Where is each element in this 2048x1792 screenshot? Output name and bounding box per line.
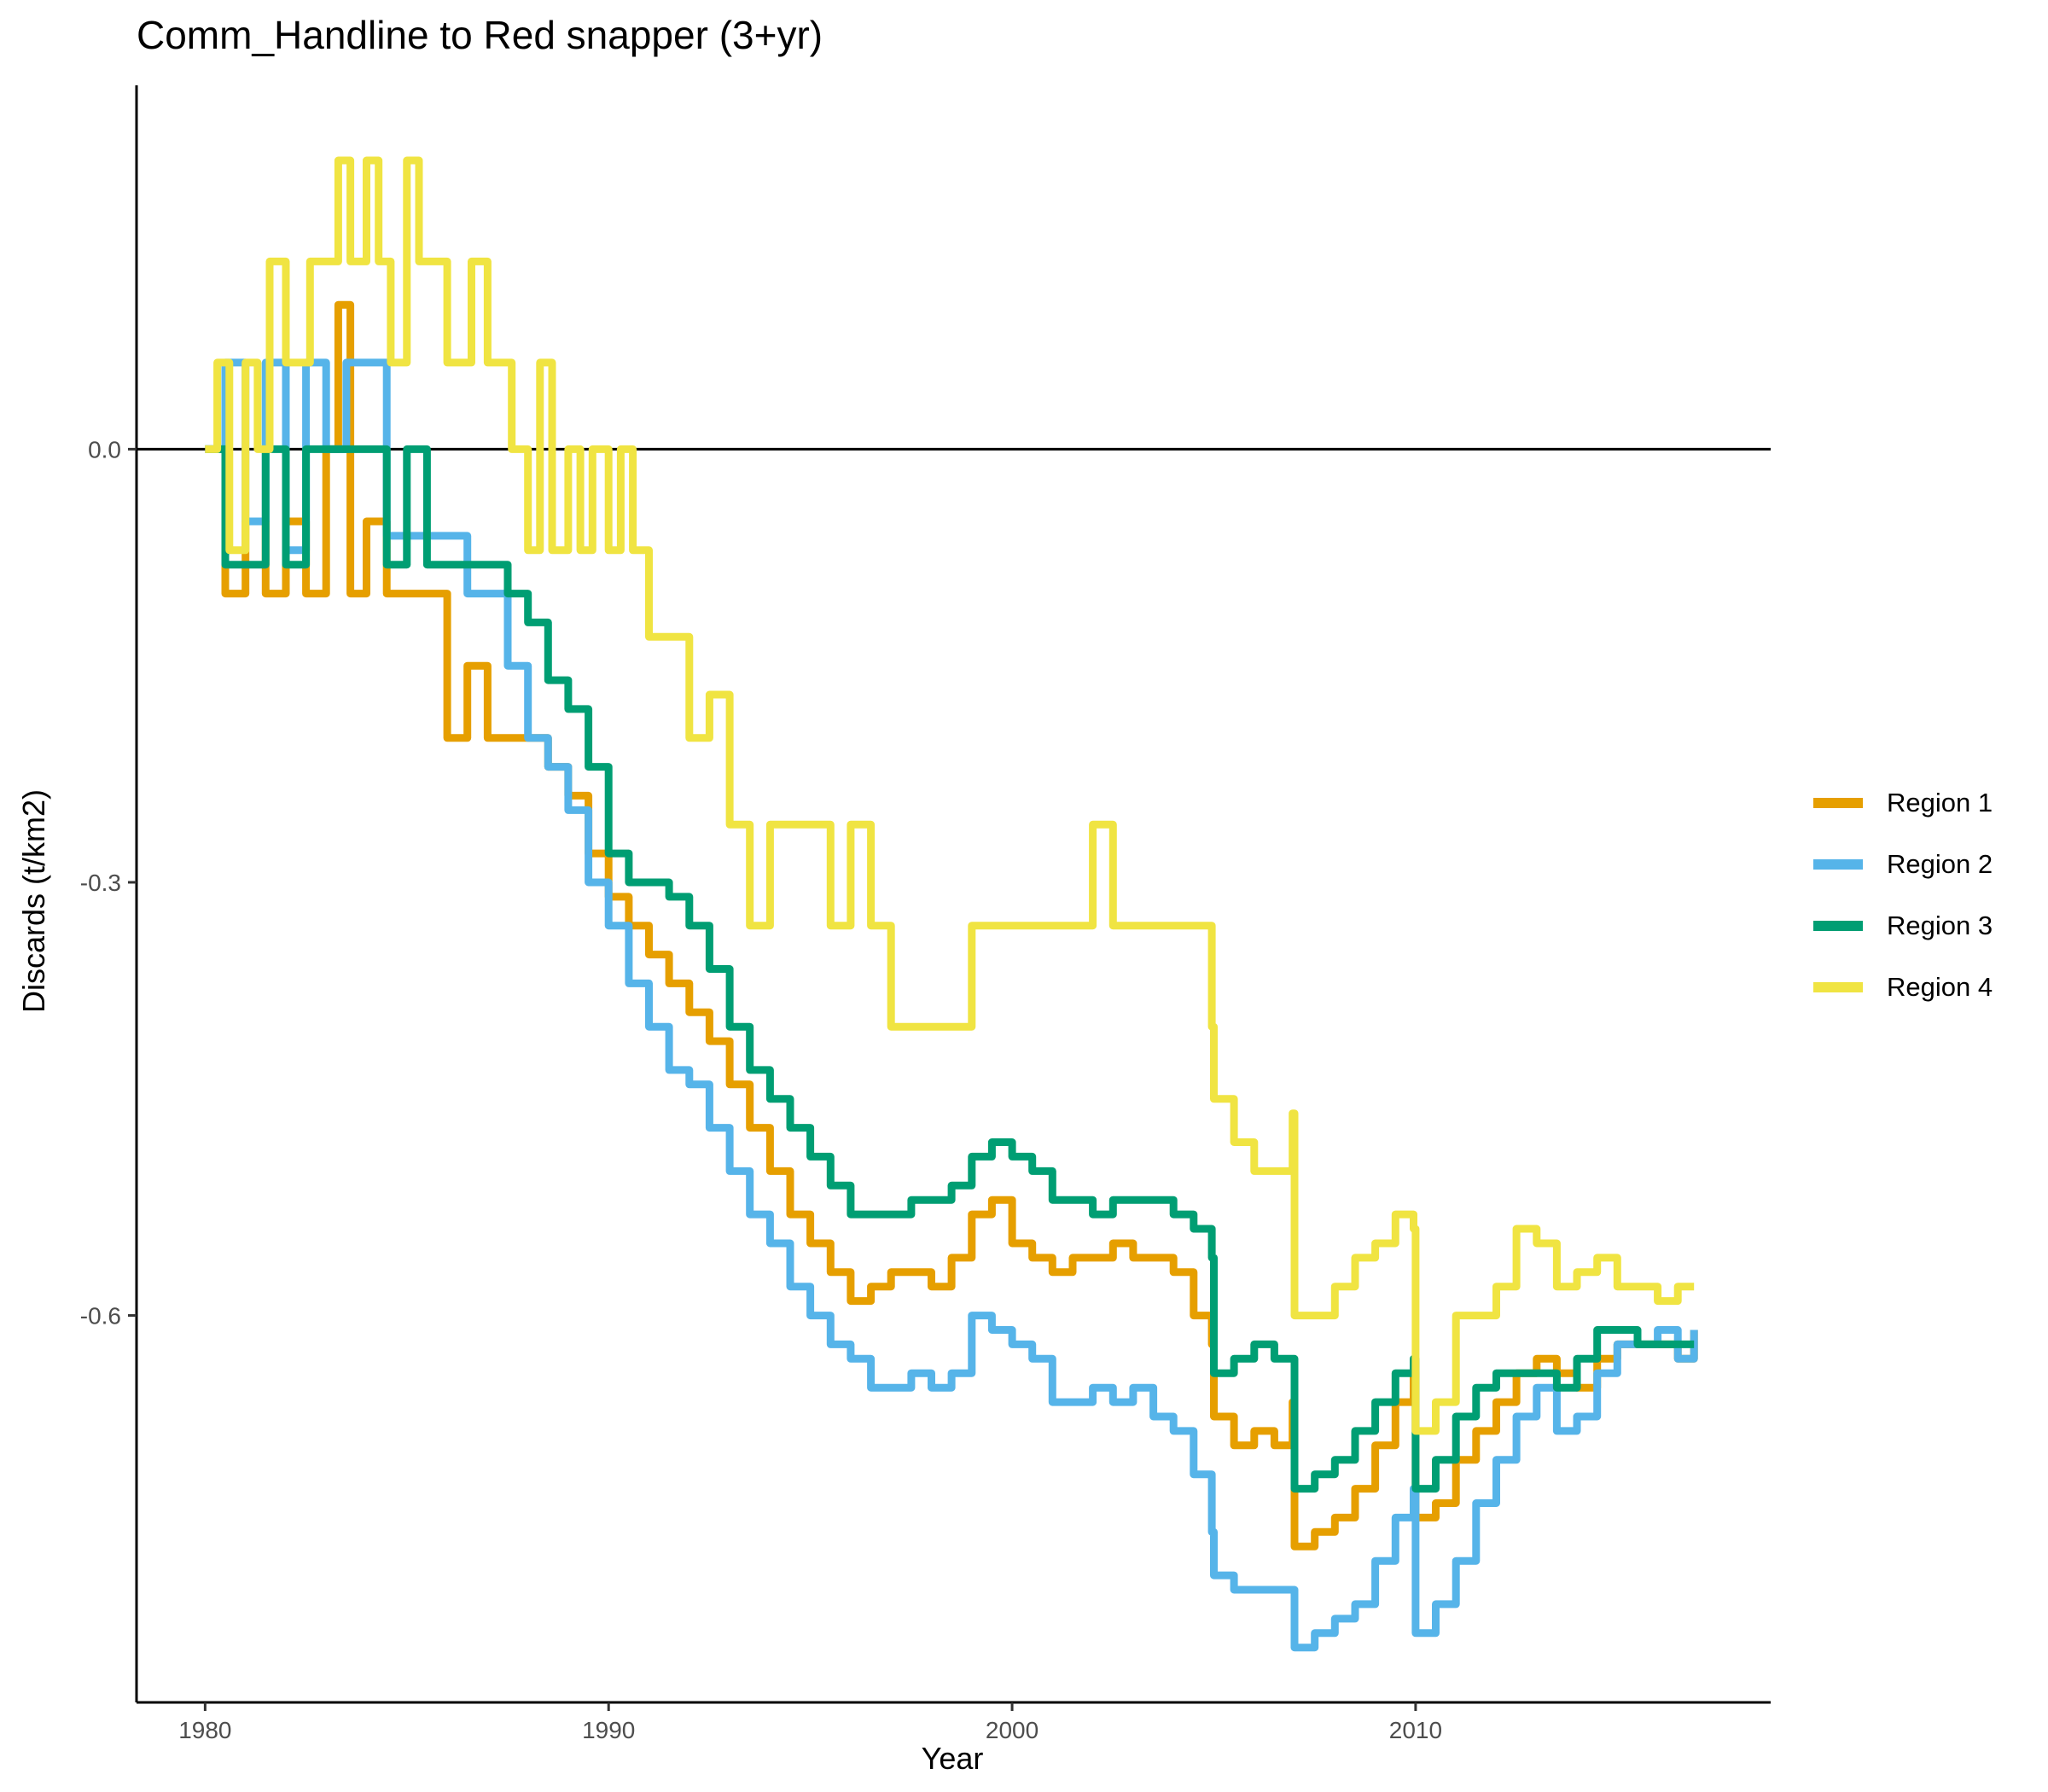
legend-label: Region 4	[1887, 972, 1993, 1002]
legend-swatch	[1813, 798, 1863, 808]
legend-label: Region 2	[1887, 849, 1993, 879]
x-axis-title: Year	[921, 1741, 984, 1776]
chart-title: Comm_Handline to Red snapper (3+yr)	[137, 13, 823, 57]
y-tick-label: -0.6	[80, 1303, 121, 1329]
legend-item-region-1: Region 1	[1813, 772, 1993, 834]
legend-label: Region 1	[1887, 788, 1993, 817]
axes-group	[135, 85, 1771, 1704]
y-tick-label: -0.3	[80, 870, 121, 896]
x-tick-label: 2000	[986, 1717, 1039, 1743]
series-line-region-3	[205, 445, 1695, 1493]
legend-item-region-3: Region 3	[1813, 895, 1993, 957]
series-line-region-1	[205, 300, 1698, 1551]
legend-item-region-4: Region 4	[1813, 957, 1993, 1018]
x-tick-label: 1980	[178, 1717, 231, 1743]
ticks-group: 0.0 -0.3 -0.6 1980 1990 2000 2010	[80, 436, 1442, 1743]
legend: Region 1 Region 2 Region 3 Region 4	[1813, 772, 1993, 1018]
y-tick-label: 0.0	[88, 436, 121, 463]
legend-swatch	[1813, 859, 1863, 870]
legend-item-region-2: Region 2	[1813, 834, 1993, 895]
legend-swatch	[1813, 921, 1863, 931]
legend-swatch	[1813, 982, 1863, 992]
y-axis-title: Discards (t/km2)	[16, 788, 51, 1014]
x-tick-label: 1990	[582, 1717, 635, 1743]
x-tick-label: 2010	[1389, 1717, 1442, 1743]
legend-label: Region 3	[1887, 911, 1993, 940]
series-line-region-4	[205, 156, 1695, 1435]
series-group	[205, 156, 1698, 1652]
